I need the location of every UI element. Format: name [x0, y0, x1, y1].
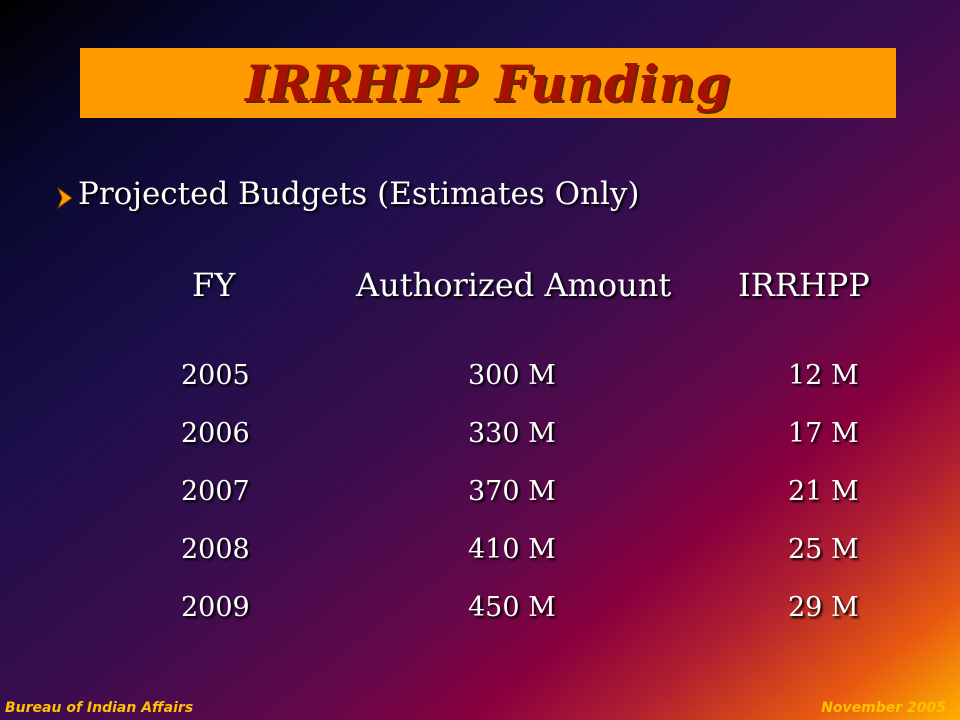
irrhpp-cell: 21 M: [788, 476, 859, 507]
table-row: 2007 370 M 21 M: [0, 476, 960, 534]
table-row: 2005 300 M 12 M: [0, 360, 960, 418]
bullet-item: Projected Budgets (Estimates Only): [56, 172, 640, 216]
column-header-authorized-amount: Authorized Amount: [356, 266, 672, 304]
authorized-amount-cell: 450 M: [468, 592, 556, 623]
irrhpp-cell: 29 M: [788, 592, 859, 623]
authorized-amount-cell: 300 M: [468, 360, 556, 391]
fy-cell: 2007: [181, 476, 250, 507]
irrhpp-cell: 17 M: [788, 418, 859, 449]
footer-organization: Bureau of Indian Affairs: [5, 700, 194, 716]
budget-table: 2005 300 M 12 M 2006 330 M 17 M 2007 370…: [0, 360, 960, 650]
fy-cell: 2005: [181, 360, 250, 391]
fy-cell: 2009: [181, 592, 250, 623]
fy-cell: 2008: [181, 534, 250, 565]
fy-cell: 2006: [181, 418, 250, 449]
irrhpp-cell: 25 M: [788, 534, 859, 565]
irrhpp-cell: 12 M: [788, 360, 859, 391]
table-row: 2009 450 M 29 M: [0, 592, 960, 650]
slide-title: IRRHPP Funding: [245, 53, 731, 113]
footer-date: November 2005: [821, 700, 946, 716]
column-header-fy: FY: [192, 266, 236, 304]
authorized-amount-cell: 330 M: [468, 418, 556, 449]
arrow-bullet-icon: [56, 182, 74, 210]
authorized-amount-cell: 370 M: [468, 476, 556, 507]
title-banner: IRRHPP Funding: [80, 48, 896, 118]
bullet-text: Projected Budgets (Estimates Only): [78, 176, 640, 212]
table-row: 2006 330 M 17 M: [0, 418, 960, 476]
column-header-irrhpp: IRRHPP: [738, 266, 870, 304]
authorized-amount-cell: 410 M: [468, 534, 556, 565]
table-row: 2008 410 M 25 M: [0, 534, 960, 592]
